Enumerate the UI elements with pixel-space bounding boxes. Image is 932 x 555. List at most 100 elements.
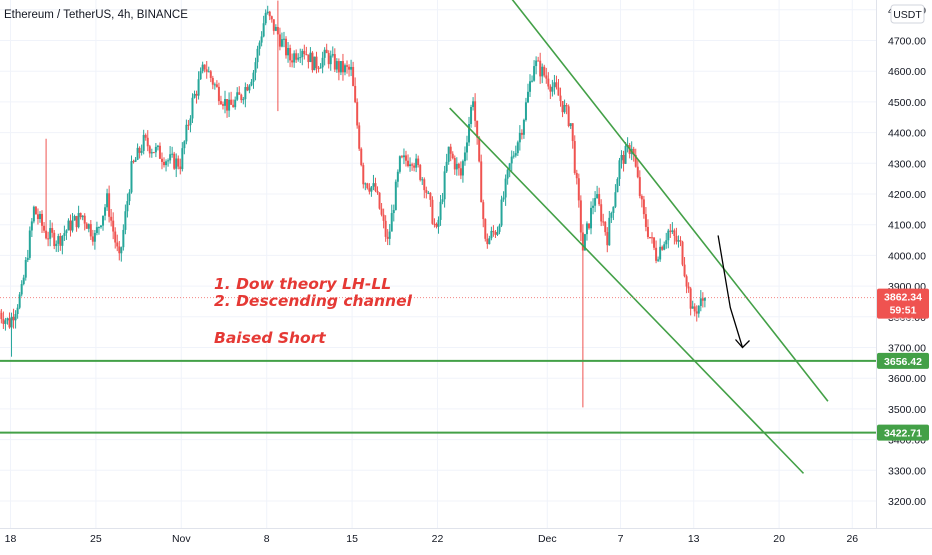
candle-body <box>360 149 362 165</box>
candle-body <box>305 54 307 55</box>
candle-body <box>649 237 651 238</box>
candle-body <box>429 193 431 200</box>
candle-body <box>657 259 659 260</box>
candle-body <box>322 58 324 67</box>
price-tick-label: 4400.00 <box>888 128 926 140</box>
candle-body <box>344 65 346 72</box>
time-tick-label: Nov <box>172 533 191 545</box>
candle-body <box>354 86 356 102</box>
candle-body <box>183 141 185 148</box>
candle-body <box>596 194 598 198</box>
candle-body <box>592 206 594 208</box>
candle-body <box>464 152 466 161</box>
candle-body <box>6 318 8 320</box>
candle-body <box>507 170 509 179</box>
candle-body <box>252 73 254 82</box>
candle-body <box>580 200 582 232</box>
candle-body <box>466 142 468 152</box>
candle-body <box>96 227 98 233</box>
candle-body <box>261 36 263 42</box>
candle-body <box>586 223 588 234</box>
candle <box>501 196 503 227</box>
candle-body <box>655 248 657 261</box>
candle-body <box>147 138 149 147</box>
candle-body <box>232 105 234 107</box>
candle-body <box>151 152 153 153</box>
candle-body <box>523 120 525 135</box>
candle-body <box>88 224 90 229</box>
candle-body <box>179 167 181 169</box>
candle <box>480 155 482 203</box>
candle-body <box>248 85 250 90</box>
candle-body <box>124 211 126 230</box>
currency-label[interactable]: USDT <box>891 5 924 23</box>
candle-body <box>686 276 688 286</box>
candle-body <box>448 147 450 162</box>
candle-body <box>505 179 507 198</box>
candle-body <box>246 87 248 90</box>
candle-body <box>324 50 326 58</box>
candle-body <box>472 101 474 107</box>
annotation-bias: Baised Short <box>214 329 326 347</box>
candle-body <box>128 192 130 201</box>
currency-label-text: USDT <box>893 9 922 21</box>
candle <box>431 196 433 225</box>
candle-body <box>299 57 301 58</box>
candle-body <box>55 244 57 246</box>
time-tick-label: 13 <box>688 533 700 545</box>
candle-body <box>488 238 490 244</box>
candle-body <box>234 100 236 107</box>
candle-body <box>533 66 535 81</box>
candle-body <box>236 92 238 99</box>
candle-body <box>275 27 277 31</box>
candle-body <box>621 155 623 160</box>
candle-body <box>175 158 177 168</box>
candle-body <box>336 61 338 69</box>
candle-body <box>529 81 531 91</box>
candle-body <box>348 67 350 70</box>
candle-body <box>482 202 484 219</box>
last-price-badge-value: 3862.34 <box>884 292 922 304</box>
candle-body <box>100 226 102 227</box>
candle-body <box>401 156 403 157</box>
candle-body <box>411 164 413 165</box>
candle-body <box>242 99 244 100</box>
candle-body <box>2 319 4 324</box>
candle-body <box>206 69 208 71</box>
candle <box>33 206 35 224</box>
candle-body <box>560 96 562 101</box>
candle-body <box>145 135 147 138</box>
candle-body <box>141 151 143 153</box>
candle-body <box>161 159 163 162</box>
candle-body <box>647 227 649 237</box>
candle-body <box>641 196 643 199</box>
candle-body <box>49 228 51 239</box>
candle-body <box>76 216 78 227</box>
time-tick-label: 26 <box>846 533 858 545</box>
candle <box>313 57 315 71</box>
candle <box>395 179 397 210</box>
candle-body <box>521 133 523 135</box>
candle-body <box>570 123 572 126</box>
candle-body <box>555 82 557 87</box>
candle-body <box>572 123 574 141</box>
price-tick-label: 4200.00 <box>888 189 926 201</box>
candle-body <box>682 242 684 265</box>
candle-body <box>698 306 700 314</box>
candle-body <box>240 95 242 100</box>
candle-body <box>545 75 547 78</box>
candle-body <box>415 159 417 168</box>
candle-body <box>82 216 84 217</box>
candle <box>360 147 362 166</box>
candle-body <box>301 51 303 57</box>
candle-body <box>598 194 600 204</box>
candle-body <box>618 160 620 179</box>
candle-body <box>218 87 220 101</box>
candle-body <box>537 61 539 62</box>
candle-body <box>255 62 257 73</box>
candle-body <box>61 236 63 246</box>
candle-body <box>574 141 576 173</box>
candle-body <box>200 71 202 79</box>
